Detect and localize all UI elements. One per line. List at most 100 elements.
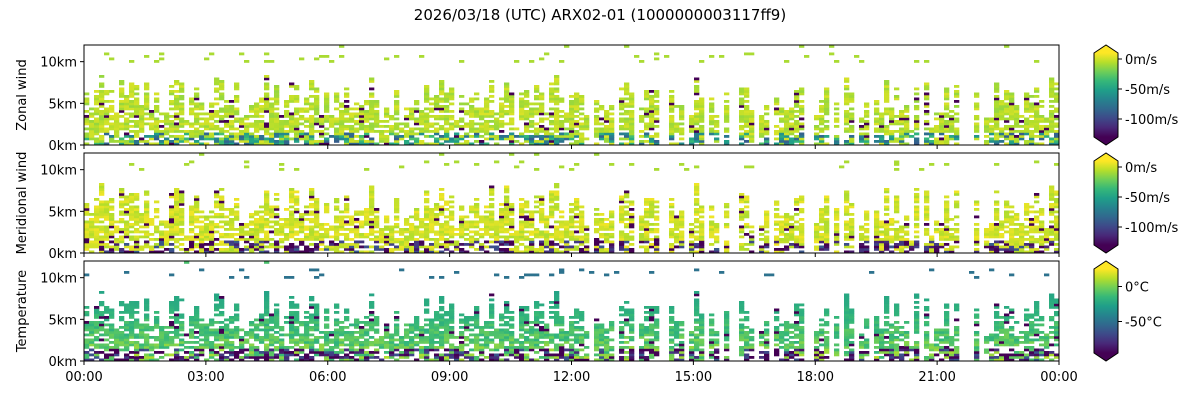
heatmap-cell [709, 102, 715, 106]
heatmap-cell [1009, 132, 1015, 136]
heatmap-cell [909, 240, 915, 244]
heatmap-cell [564, 112, 570, 116]
heatmap-cell [99, 110, 105, 113]
heatmap-cell [189, 107, 195, 111]
heatmap-cell [259, 245, 265, 249]
heatmap-cell [234, 245, 240, 249]
heatmap-cell [1004, 225, 1010, 229]
heatmap-cell [129, 115, 135, 118]
heatmap-cell [679, 213, 685, 216]
heatmap-cell [794, 100, 800, 103]
heatmap-cell [309, 127, 315, 131]
heatmap-cell [694, 208, 700, 211]
heatmap-cell [104, 308, 110, 312]
heatmap-cell [254, 248, 260, 251]
heatmap-cell [339, 245, 345, 249]
heatmap-cell [554, 117, 560, 121]
heatmap-cell [834, 210, 840, 214]
heatmap-cell [389, 238, 395, 241]
heatmap-cell [309, 220, 315, 224]
heatmap-cell [289, 190, 295, 194]
heatmap-cell [274, 112, 280, 116]
heatmap-cell [569, 102, 575, 106]
heatmap-cell [439, 110, 445, 113]
heatmap-cell [929, 135, 935, 138]
heatmap-cell [319, 115, 325, 118]
heatmap-cell [469, 245, 475, 249]
heatmap-cell [864, 122, 870, 126]
heatmap-cell [629, 203, 635, 206]
heatmap-cell [304, 210, 310, 214]
heatmap-cell [419, 240, 425, 244]
heatmap-cell [354, 135, 360, 138]
heatmap-cell [194, 135, 200, 138]
heatmap-cell [354, 225, 360, 229]
heatmap-cell [974, 248, 980, 251]
heatmap-cell [714, 228, 720, 231]
heatmap-cell [484, 142, 490, 146]
heatmap-cell [189, 112, 195, 116]
heatmap-cell [119, 110, 125, 113]
heatmap-cell [529, 142, 535, 146]
colorbar-tick-label: -50m/s [1125, 83, 1170, 98]
heatmap-cell [594, 220, 600, 224]
heatmap-cell [194, 243, 200, 246]
heatmap-cell [354, 230, 360, 234]
y-tick-label: 10km [40, 164, 77, 179]
heatmap-cell [289, 225, 295, 229]
heatmap-cell [789, 228, 795, 231]
heatmap-cell [349, 245, 355, 249]
heatmap-cell [554, 102, 560, 106]
heatmap-cell [654, 112, 660, 116]
heatmap-cell [609, 250, 615, 254]
heatmap-cell [494, 248, 500, 251]
heatmap-cell [259, 225, 265, 229]
heatmap-cell [564, 248, 570, 251]
heatmap-cell [529, 230, 535, 234]
heatmap-cell [624, 210, 630, 214]
heatmap-cell [609, 210, 615, 214]
heatmap-cell [414, 110, 420, 113]
heatmap-cell [349, 215, 355, 219]
heatmap-cell [339, 120, 345, 123]
heatmap-cell [269, 125, 275, 128]
heatmap-cell [679, 215, 685, 219]
heatmap-cell [1054, 193, 1060, 196]
heatmap-cell [189, 210, 195, 214]
heatmap-cell [479, 122, 485, 126]
heatmap-cell [284, 235, 290, 239]
heatmap-cell [89, 323, 95, 327]
heatmap-cell [334, 200, 340, 204]
heatmap-cell [904, 215, 910, 219]
heatmap-cell [794, 208, 800, 211]
heatmap-cell [489, 85, 495, 88]
heatmap-cell [639, 228, 645, 231]
heatmap-cell [234, 203, 240, 206]
heatmap-cell [649, 223, 655, 226]
heatmap-cell [524, 92, 530, 96]
heatmap-cell [799, 235, 805, 239]
heatmap-cell [889, 132, 895, 136]
heatmap-cell [479, 245, 485, 249]
heatmap-cell [104, 213, 110, 216]
heatmap-cell [94, 107, 100, 111]
heatmap-cell [199, 235, 205, 239]
heatmap-cell [259, 223, 265, 226]
heatmap-cell [879, 117, 885, 121]
heatmap-cell [114, 112, 120, 116]
heatmap-cell [509, 140, 515, 143]
heatmap-cell [354, 122, 360, 126]
heatmap-cell [344, 137, 350, 141]
heatmap-cell [239, 125, 245, 128]
heatmap-cell [104, 228, 110, 231]
heatmap-cell [994, 105, 1000, 108]
heatmap-cell [124, 250, 130, 254]
heatmap-cell [179, 87, 185, 91]
heatmap-cell [504, 250, 510, 254]
heatmap-cell [434, 107, 440, 111]
heatmap-cell [249, 140, 255, 143]
heatmap-cell [274, 213, 280, 216]
heatmap-cell [1029, 115, 1035, 118]
heatmap-cell [709, 115, 715, 118]
heatmap-cell [94, 117, 100, 121]
